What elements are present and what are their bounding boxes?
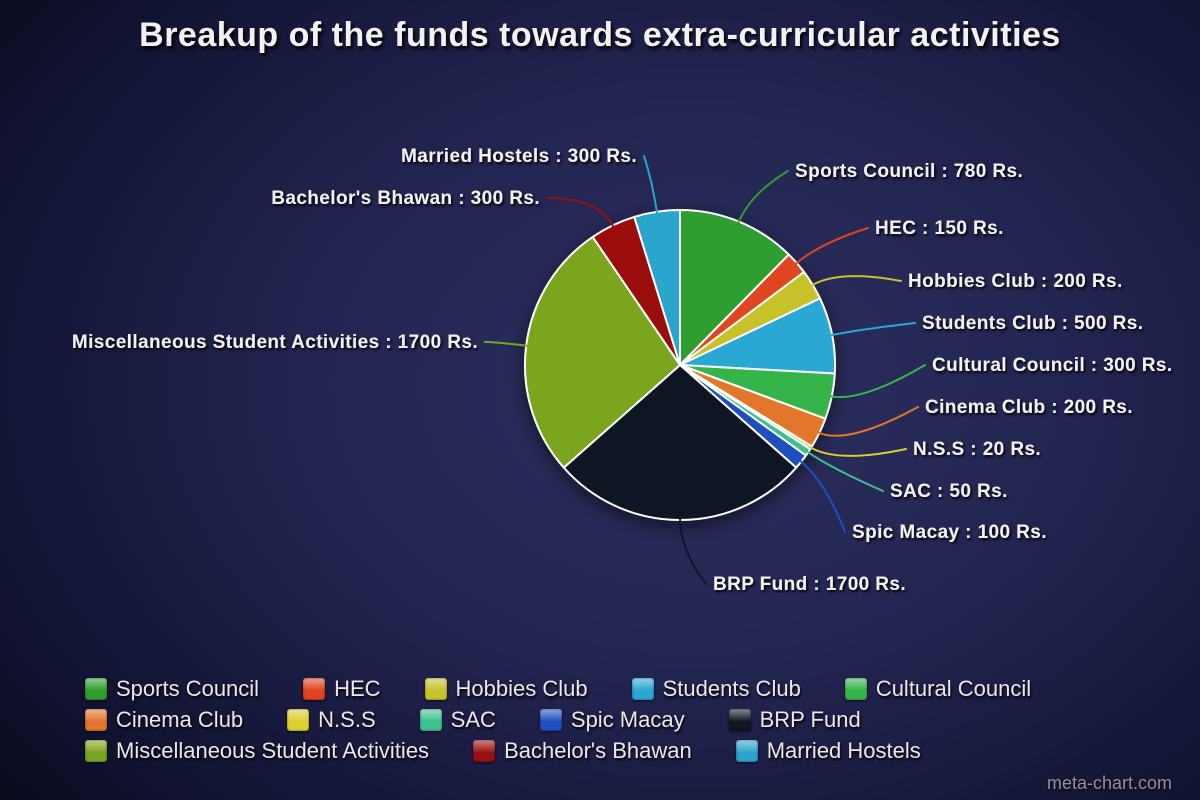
legend-item-married-hostels: Married Hostels: [735, 738, 921, 764]
legend-row: Sports Council HEC Hobbies Club Students Cl…: [85, 676, 1175, 702]
chart-title: Breakup of the funds towards extra-curri…: [139, 16, 1061, 54]
leader-line-sports-council: [737, 170, 789, 225]
leader-line-hec: [794, 227, 869, 266]
legend-item-cultural-council: Cultural Council: [844, 676, 1032, 702]
legend-label: Spic Macay: [570, 707, 685, 732]
leader-line-cultural-council: [828, 364, 926, 399]
leader-line-sac: [805, 450, 884, 492]
legend-swatch: [539, 709, 562, 731]
slice-label-hobbies-club: Hobbies Club : 200 Rs.: [908, 271, 1123, 292]
legend-item-miscellaneous-student-activities: Miscellaneous Student Activities: [85, 738, 429, 764]
legend-swatch: [85, 740, 107, 762]
slice-label-n-s-s: N.S.S : 20 Rs.: [913, 439, 1041, 460]
slice-label-hec: HEC : 150 Rs.: [875, 218, 1004, 239]
legend-swatch: [419, 709, 442, 731]
slice-label-married-hostels: Married Hostels : 300 Rs.: [401, 146, 637, 167]
legend-label: Miscellaneous Student Activities: [116, 738, 430, 763]
legend-item-hec: HEC: [303, 676, 381, 702]
legend-item-cinema-club: Cinema Club: [85, 707, 243, 733]
legend-swatch: [303, 678, 326, 700]
legend-row: Miscellaneous Student Activities Bachelor…: [85, 738, 1175, 764]
legend-label: Students Club: [662, 676, 801, 701]
legend-swatch: [85, 678, 107, 700]
legend-label: BRP Fund: [759, 707, 861, 732]
legend-swatch: [735, 740, 758, 762]
leader-line-n-s-s: [808, 445, 907, 457]
legend-swatch: [631, 678, 654, 700]
legend-item-sac: SAC: [419, 707, 496, 733]
legend-swatch: [844, 678, 867, 700]
legend-row: Cinema Club N.S.S SAC Spic Macay BRP Fund: [85, 707, 1175, 733]
leader-line-married-hostels: [643, 155, 659, 215]
legend-swatch: [728, 709, 751, 731]
legend-item-spic-macay: Spic Macay: [539, 707, 685, 733]
legend-label: Cinema Club: [116, 707, 244, 732]
leader-line-bachelor-s-bhawan: [546, 197, 615, 229]
leader-line-students-club: [829, 322, 916, 337]
slice-labels: Sports Council : 780 Rs. HEC : 150 Rs. Hob…: [72, 146, 1173, 595]
legend-swatch: [85, 709, 107, 731]
legend-label: SAC: [450, 707, 496, 732]
slice-label-bachelor-s-bhawan: Bachelor's Bhawan : 300 Rs.: [271, 188, 540, 209]
slice-label-cultural-council: Cultural Council : 300 Rs.: [932, 355, 1173, 376]
legend-swatch: [473, 740, 496, 762]
legend-item-students-club: Students Club: [631, 676, 801, 702]
legend-swatch: [424, 678, 447, 700]
legend-item-hobbies-club: Hobbies Club: [424, 676, 588, 702]
leader-line-cinema-club: [816, 406, 919, 437]
leader-line-spic-macay: [798, 459, 846, 533]
slice-label-sac: SAC : 50 Rs.: [890, 481, 1008, 502]
legend-swatch: [287, 709, 310, 731]
legend-item-bachelor-s-bhawan: Bachelor's Bhawan: [473, 738, 692, 764]
slice-label-spic-macay: Spic Macay : 100 Rs.: [852, 522, 1047, 543]
legend-label: N.S.S: [318, 707, 376, 732]
slice-label-sports-council: Sports Council : 780 Rs.: [795, 161, 1023, 182]
watermark: meta-chart.com: [1046, 773, 1172, 793]
legend-label: HEC: [334, 676, 381, 701]
slice-label-cinema-club: Cinema Club : 200 Rs.: [925, 397, 1133, 418]
leader-line-brp-fund: [679, 517, 707, 585]
legend-item-n-s-s: N.S.S: [287, 707, 376, 733]
pie: [523, 209, 837, 522]
legend-item-brp-fund: BRP Fund: [728, 707, 861, 733]
slice-label-brp-fund: BRP Fund : 1700 Rs.: [713, 574, 906, 595]
legend-item-sports-council: Sports Council: [85, 676, 259, 702]
legend: Sports Council HEC Hobbies Club Students Cl…: [85, 676, 1175, 769]
legend-label: Married Hostels: [766, 738, 921, 763]
legend-label: Cultural Council: [875, 676, 1032, 701]
leader-line-miscellaneous-student-activities: [484, 341, 530, 347]
legend-label: Hobbies Club: [455, 676, 588, 701]
leader-lines: [484, 155, 926, 585]
legend-label: Bachelor's Bhawan: [504, 738, 692, 763]
legend-label: Sports Council: [116, 676, 260, 701]
slice-label-miscellaneous-student-activities: Miscellaneous Student Activities : 1700 …: [72, 332, 478, 353]
slice-label-students-club: Students Club : 500 Rs.: [922, 313, 1143, 334]
leader-line-hobbies-club: [809, 275, 902, 287]
